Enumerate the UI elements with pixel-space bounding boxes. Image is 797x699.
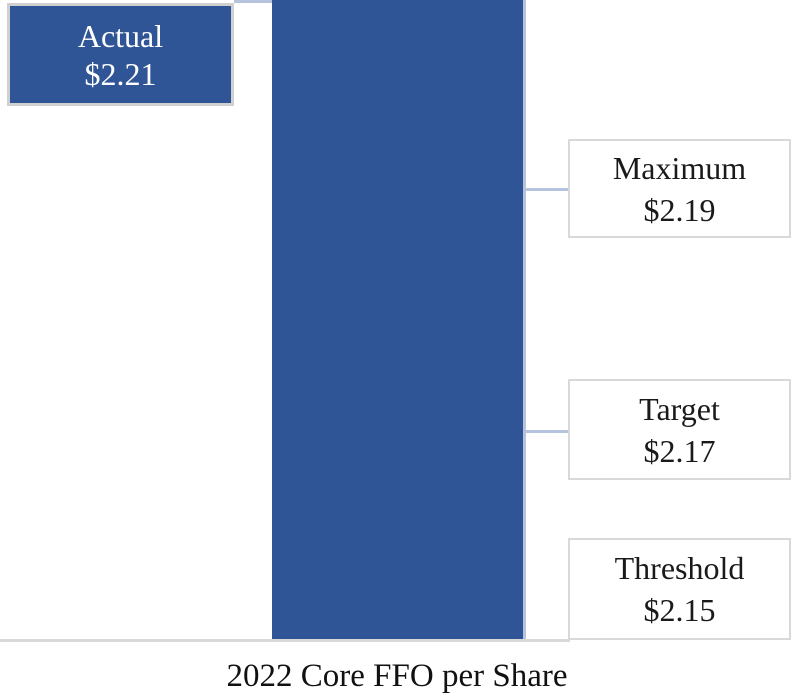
chart-title: 2022 Core FFO per Share xyxy=(226,658,568,694)
actual-bar xyxy=(272,0,523,641)
maximum-label: Maximum xyxy=(612,149,747,186)
maximum-value: $2.19 xyxy=(643,191,716,228)
target-value: $2.17 xyxy=(643,432,716,469)
actual-label: Actual xyxy=(77,17,164,54)
maximum-leader-line xyxy=(526,188,568,191)
target-callout-box: Target $2.17 xyxy=(568,379,791,480)
target-label: Target xyxy=(639,390,720,427)
actual-callout-box: Actual $2.21 xyxy=(7,3,234,106)
target-leader-line xyxy=(526,430,568,433)
actual-value: $2.21 xyxy=(84,55,157,92)
bar-edge-leader-line xyxy=(523,0,526,641)
x-axis-line xyxy=(0,639,570,642)
actual-callout-leader-line xyxy=(234,0,272,3)
threshold-value: $2.15 xyxy=(643,592,716,628)
threshold-label: Threshold xyxy=(614,550,745,586)
threshold-callout-box: Threshold $2.15 xyxy=(568,538,791,640)
maximum-callout-box: Maximum $2.19 xyxy=(568,139,791,238)
